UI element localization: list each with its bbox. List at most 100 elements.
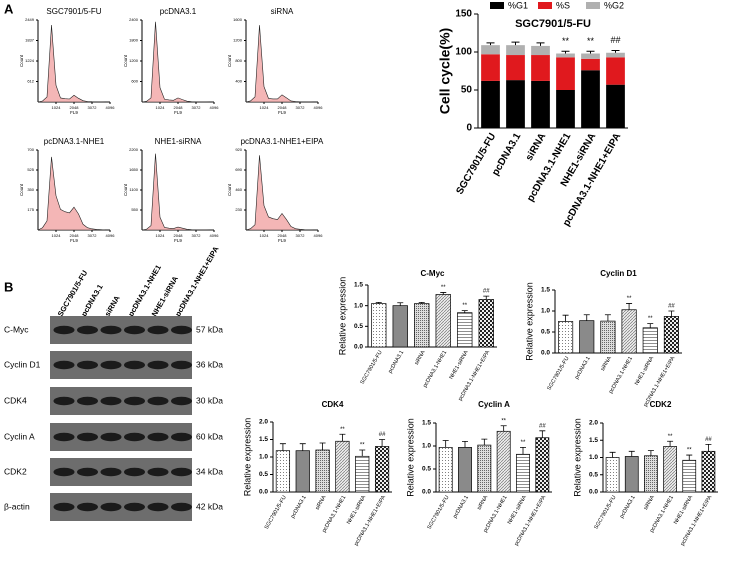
y-axis-label: Relative expression xyxy=(524,282,534,361)
error-bar xyxy=(562,314,569,322)
bar-segment xyxy=(506,80,525,128)
y-tick-label: 1.0 xyxy=(354,302,363,309)
error-bar xyxy=(440,292,447,295)
error-bar xyxy=(481,438,488,446)
x-tick-label: 4096 xyxy=(314,233,324,238)
error-bar xyxy=(647,323,654,328)
annotation: ## xyxy=(539,423,546,429)
bar xyxy=(275,450,291,493)
lane-label: pcDNA3.1-NHE1+EIPA xyxy=(173,244,221,318)
bar xyxy=(414,303,430,348)
y-tick-label: 1100 xyxy=(129,187,138,192)
annotation: ## xyxy=(668,304,675,310)
y-tick-label: 0.5 xyxy=(541,329,550,336)
bar-segment xyxy=(581,70,600,128)
x-tick-label: 4096 xyxy=(210,105,220,110)
x-tick-label: 1024 xyxy=(260,233,270,238)
y-tick-label: 0.5 xyxy=(354,323,363,330)
error-bar xyxy=(539,430,546,438)
y-tick-label: 0 xyxy=(466,123,472,134)
bar xyxy=(335,440,350,493)
blot-band xyxy=(100,325,122,335)
x-tick-label: NHE1-siRNA xyxy=(346,494,367,525)
protein-label: C-Myc xyxy=(4,324,29,334)
x-tick-label: 1024 xyxy=(156,233,166,238)
error-bar xyxy=(299,443,306,451)
blot-band xyxy=(53,502,75,512)
bar-segment xyxy=(581,58,600,71)
y-tick-label: 1.5 xyxy=(354,282,363,289)
bar xyxy=(371,303,387,348)
chart-title: CDK2 xyxy=(650,400,672,409)
blot-band xyxy=(124,432,145,442)
y-tick-label: 1.0 xyxy=(422,443,431,450)
chart-title: CDK4 xyxy=(322,400,344,409)
x-axis-label: FL9 xyxy=(278,110,286,115)
x-tick-label: pcDNA3.1 xyxy=(452,495,470,520)
y-tick-label: 525 xyxy=(27,167,34,172)
y-tick-label: 2.0 xyxy=(589,420,598,427)
annotation: ** xyxy=(441,285,446,291)
protein-label: β-actin xyxy=(4,501,30,511)
blot-band xyxy=(100,467,122,477)
y-tick-label: 2449 xyxy=(25,17,35,22)
legend-label: %S xyxy=(556,0,570,10)
histogram-area xyxy=(37,24,110,103)
error-bar xyxy=(609,451,616,458)
legend-label: %G1 xyxy=(508,0,528,10)
x-tick-label: 2048 xyxy=(70,233,80,238)
x-tick-label: 4096 xyxy=(106,233,116,238)
blot-band xyxy=(53,467,75,477)
error-bar xyxy=(667,440,674,447)
bar xyxy=(605,457,620,493)
bar xyxy=(579,320,595,354)
bar xyxy=(621,309,637,354)
error-bar xyxy=(520,446,526,455)
y-axis-label: Count xyxy=(19,54,24,67)
blot-band xyxy=(124,325,145,335)
bar xyxy=(374,446,390,493)
error-bar xyxy=(339,433,346,442)
x-tick-label: SGC7901/5-FU xyxy=(264,495,288,531)
annotation: ** xyxy=(340,427,345,433)
chart-title: SGC7901/5-FU xyxy=(46,7,101,16)
x-tick-label: siRNA xyxy=(643,494,656,511)
histogram-area xyxy=(141,21,214,103)
blot-band xyxy=(147,396,169,406)
annotation: ** xyxy=(462,303,467,309)
y-tick-label: 2.0 xyxy=(259,419,268,426)
x-tick-label: NHE1-siRNA xyxy=(448,349,469,380)
protein-label: Cyclin D1 xyxy=(4,359,41,369)
y-axis-label: Count xyxy=(227,183,232,196)
x-tick-label: 4096 xyxy=(106,105,116,110)
y-axis-label: Relative expression xyxy=(337,277,347,356)
blot-band xyxy=(77,502,98,512)
annotation: ** xyxy=(668,434,673,440)
annotation: ** xyxy=(562,36,570,46)
x-tick-label: SGC7901/5-FU xyxy=(454,131,498,196)
histogram-area xyxy=(37,156,110,231)
annotation: ** xyxy=(648,316,653,322)
y-tick-label: 920 xyxy=(235,147,242,152)
chart-title: pcDNA3.1 xyxy=(160,7,197,16)
y-axis-label: Count xyxy=(227,54,232,67)
chart-title: C-Myc xyxy=(420,269,445,278)
protein-label: CDK2 xyxy=(4,466,27,476)
blot-band xyxy=(171,396,192,406)
error-bar xyxy=(279,443,286,451)
blot-band xyxy=(100,360,122,370)
blot-band xyxy=(77,467,98,477)
chart-title: siRNA xyxy=(271,7,294,16)
x-tick-label: 3072 xyxy=(192,233,202,238)
error-bar xyxy=(486,42,495,46)
protein-size: 42 kDa xyxy=(196,501,223,511)
histogram-area xyxy=(245,25,318,103)
blot-band xyxy=(171,360,192,370)
protein-size: 30 kDa xyxy=(196,395,223,405)
y-tick-label: 550 xyxy=(131,207,138,212)
x-tick-label: siRNA xyxy=(315,494,328,511)
annotation: ** xyxy=(501,418,506,424)
bar xyxy=(516,453,530,493)
blot-band xyxy=(124,360,145,370)
error-bar xyxy=(686,454,693,461)
